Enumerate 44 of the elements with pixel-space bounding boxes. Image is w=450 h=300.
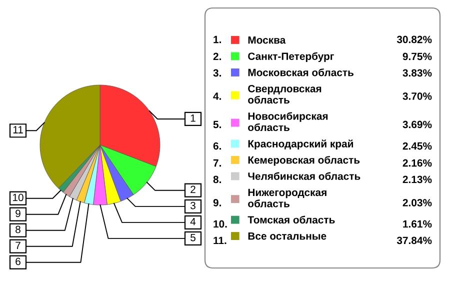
data-label: 2.13%: [402, 176, 432, 184]
legend-label: Краснодарский край: [248, 140, 354, 150]
text: 7.: [213, 159, 221, 167]
text: 11: [13, 126, 23, 134]
text: 5.: [213, 120, 221, 128]
text: 6.: [213, 142, 221, 150]
text: 9: [16, 210, 20, 218]
legend-label: Свердловская область: [248, 84, 322, 104]
text: 7: [16, 242, 20, 250]
text: 10: [13, 194, 24, 202]
text: 9.: [213, 199, 221, 206]
text: 6: [16, 258, 20, 266]
legend-label: Челябинская область: [248, 172, 360, 180]
text: 10.: [214, 220, 227, 228]
data-label: 3.69%: [402, 120, 432, 128]
data-label: 2.03%: [402, 199, 432, 206]
legend-label: Санкт-Петербург: [248, 52, 334, 62]
text: 1: [190, 114, 196, 122]
text: 4: [190, 218, 196, 226]
text: 4.: [213, 92, 221, 100]
data-label: 2.16%: [402, 159, 432, 167]
data-label: 9.75%: [402, 52, 432, 60]
text: 5: [190, 234, 196, 242]
legend-label: Москва: [248, 36, 286, 44]
data-label: 3.83%: [402, 69, 432, 77]
text: 3.: [213, 69, 221, 77]
legend-label: Кемеровская область: [248, 156, 360, 166]
text: 1.: [214, 36, 221, 44]
text: 11.: [214, 236, 226, 244]
text: 3: [190, 202, 196, 210]
data-label: 3.70%: [402, 92, 432, 100]
data-label: 37.84%: [396, 236, 432, 244]
legend-label: Новосибирская область: [248, 112, 328, 132]
legend-label: Нижегородская область: [248, 188, 326, 208]
legend-label: Московская область: [248, 68, 354, 76]
legend-label: Томская область: [248, 216, 335, 224]
data-label: 2.45%: [402, 142, 432, 150]
data-label: 1.61%: [403, 220, 432, 228]
text: 8: [16, 226, 20, 234]
text: 2.: [213, 52, 221, 60]
data-label: 30.82%: [396, 36, 432, 44]
text: 2: [190, 186, 196, 194]
legend-label: Все остальные: [248, 232, 326, 240]
text: 8.: [213, 176, 221, 184]
